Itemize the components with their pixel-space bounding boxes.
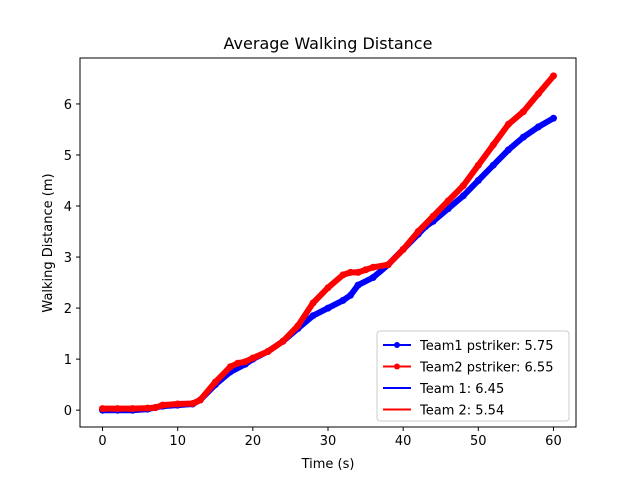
data-point (354, 281, 362, 289)
data-point (339, 271, 347, 279)
data-point (534, 123, 542, 131)
y-tick-label: 2 (64, 302, 72, 317)
data-point (234, 359, 242, 367)
data-point (324, 284, 332, 292)
data-point (99, 405, 106, 413)
data-point (489, 161, 497, 169)
axes: 0 10 20 30 40 50 60 0 1 2 3 4 5 6 (64, 57, 577, 449)
data-point (211, 378, 219, 386)
data-point (159, 401, 167, 409)
data-point (189, 400, 197, 407)
data-point (384, 261, 392, 269)
data-point (129, 405, 137, 413)
data-point (347, 268, 354, 276)
x-tick-label: 40 (395, 434, 412, 449)
data-point (196, 396, 204, 404)
data-point (504, 146, 512, 154)
data-point (474, 161, 482, 169)
legend-marker (394, 363, 400, 370)
x-tick-label: 60 (545, 434, 562, 449)
data-point (279, 337, 287, 345)
legend-label: Team1 pstriker: 5.75 (419, 339, 553, 354)
x-axis-label: Time (s) (301, 457, 355, 472)
x-tick-label: 0 (98, 434, 106, 449)
legend-label: Team2 pstriker: 6.55 (419, 361, 553, 376)
data-point (429, 212, 437, 220)
data-point (347, 291, 354, 299)
y-axis-label: Walking Distance (m) (41, 173, 56, 312)
chart-title: Average Walking Distance (224, 34, 433, 53)
data-point (519, 133, 527, 141)
data-point (474, 177, 482, 184)
data-point (226, 363, 234, 371)
data-point (144, 404, 152, 412)
data-point (369, 274, 377, 281)
data-point (414, 228, 422, 235)
legend-label: Team 2: 5.54 (419, 404, 504, 419)
y-tick-label: 1 (64, 353, 72, 368)
y-tick-label: 4 (64, 200, 72, 215)
data-point (309, 312, 317, 320)
data-point (550, 72, 557, 80)
x-tick-label: 50 (470, 434, 487, 449)
legend: Team1 pstriker: 5.75 Team2 pstriker: 6.55… (376, 330, 570, 422)
data-point (519, 108, 527, 116)
data-point (362, 266, 370, 274)
data-point (114, 405, 122, 413)
y-tick-label: 3 (64, 251, 72, 266)
y-tick-label: 0 (64, 404, 72, 419)
x-tick-label: 10 (169, 434, 186, 449)
legend-marker (394, 342, 400, 348)
data-point (339, 296, 347, 304)
data-point (174, 400, 182, 408)
data-point (151, 404, 159, 412)
data-point (444, 197, 452, 205)
y-tick-label: 6 (64, 98, 72, 113)
legend-box (376, 330, 570, 422)
data-point (534, 90, 542, 98)
data-point (489, 141, 497, 149)
x-tick-label: 20 (245, 434, 262, 449)
data-point (264, 348, 272, 355)
data-point (459, 182, 467, 190)
data-point (399, 245, 407, 253)
data-point (294, 322, 302, 330)
data-point (550, 114, 557, 122)
data-point (249, 354, 257, 362)
data-point (369, 263, 377, 271)
data-point (459, 192, 467, 200)
y-tick-label: 5 (64, 149, 72, 164)
data-point (241, 358, 249, 366)
data-point (309, 299, 317, 307)
plot-area (99, 72, 557, 414)
legend-label: Team 1: 6.45 (419, 382, 504, 397)
data-point (504, 120, 512, 128)
data-point (354, 268, 362, 276)
data-point (324, 304, 332, 312)
x-tick-label: 30 (320, 434, 337, 449)
